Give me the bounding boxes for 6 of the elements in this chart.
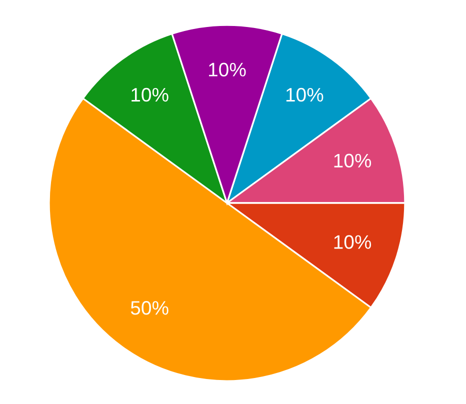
data-label: 10% [132, 88, 168, 102]
data-label: 10% [286, 88, 324, 102]
data-label: 50% [130, 301, 168, 315]
data-label: 10% [334, 154, 372, 168]
data-label: 10% [209, 62, 246, 76]
data-label: 10% [334, 235, 372, 249]
